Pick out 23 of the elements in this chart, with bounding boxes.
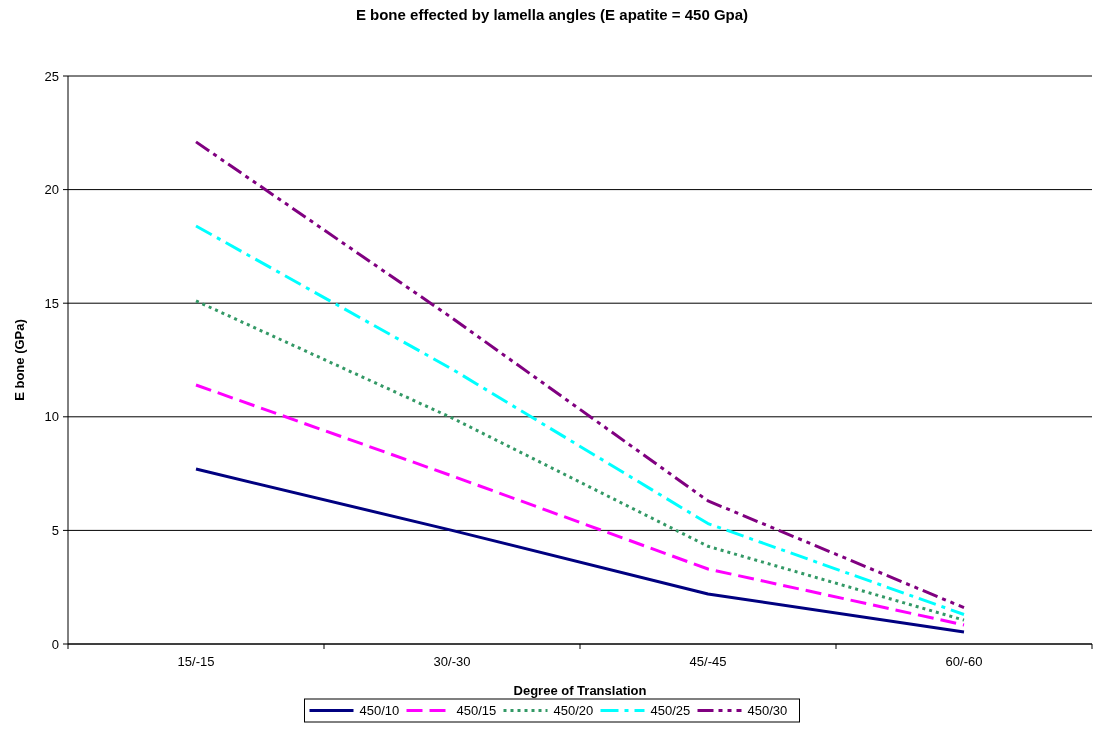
- line-series: [194, 224, 966, 616]
- chart-title: E bone effected by lamella angles (E apatite = 450 Gpa): [355, 6, 749, 23]
- x-tick-label: 30/-30: [433, 654, 471, 669]
- y-tick-label: 10: [44, 409, 59, 425]
- legend-label: 450/20: [553, 703, 594, 719]
- line-series: [194, 299, 966, 622]
- legend-label: 450/15: [456, 703, 497, 719]
- x-tick-label: 45/-45: [689, 654, 727, 669]
- y-tick-label: 25: [44, 68, 59, 84]
- legend-label: 450/30: [747, 703, 788, 719]
- line-series: [194, 383, 966, 627]
- line-series: [194, 467, 966, 634]
- y-tick-label: 20: [44, 182, 59, 198]
- legend-label: 450/25: [650, 703, 691, 719]
- x-tick-label: 60/-60: [945, 654, 983, 669]
- y-tick-label: 0: [51, 636, 59, 652]
- y-axis-title: E bone (GPa): [12, 319, 27, 401]
- line-series: [194, 140, 966, 610]
- x-tick-label: 15/-15: [177, 654, 215, 669]
- y-tick-label: 5: [51, 522, 59, 538]
- y-tick-label: 15: [44, 295, 59, 311]
- legend-label: 450/10: [359, 703, 400, 719]
- x-axis-title: Degree of Translation: [513, 683, 647, 698]
